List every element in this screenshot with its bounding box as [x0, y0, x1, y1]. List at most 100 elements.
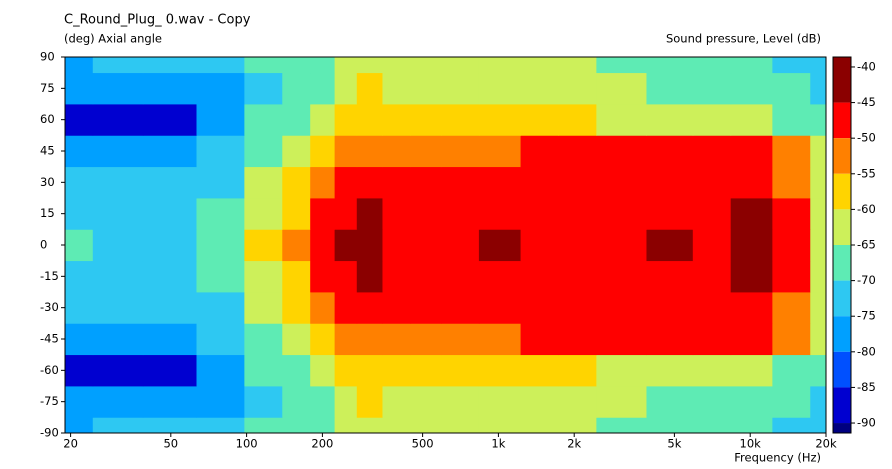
heat-cell: [382, 260, 411, 293]
heat-cell: [441, 57, 480, 74]
heat-cell: [142, 229, 197, 262]
heat-cell: [646, 323, 694, 356]
heat-cell: [596, 166, 647, 199]
heat-cell: [244, 104, 283, 136]
heat-cell: [520, 57, 559, 74]
heat-cell: [478, 229, 521, 262]
heat-cell: [410, 229, 442, 262]
y-tick-label: 0: [40, 238, 47, 252]
heat-cell: [441, 292, 480, 324]
heat-cell: [310, 386, 336, 418]
heat-cell: [730, 135, 773, 168]
heat-cell: [558, 323, 597, 356]
heat-cell: [310, 135, 336, 168]
x-tick-label: 2k: [567, 437, 581, 451]
heat-cell: [646, 72, 694, 105]
heat-cell: [596, 229, 647, 262]
colorbar-band: [833, 102, 851, 139]
heat-cell: [596, 135, 647, 168]
heat-cell: [772, 135, 811, 168]
heat-cell: [520, 417, 559, 434]
heat-cell: [92, 229, 144, 262]
y-tick-label: -45: [40, 332, 59, 346]
heat-cell: [730, 260, 773, 293]
heat-cell: [772, 354, 811, 387]
heat-cell: [310, 198, 336, 230]
heat-cell: [478, 417, 521, 434]
heat-cell: [244, 135, 283, 168]
heat-cell: [410, 386, 442, 418]
heat-cell: [646, 198, 694, 230]
heat-cell: [558, 72, 597, 105]
heat-cell: [520, 386, 559, 418]
colorbar-tick-label: -65: [857, 238, 876, 252]
heat-cell: [730, 323, 773, 356]
heat-cell: [196, 104, 245, 136]
heat-cell: [142, 198, 197, 230]
heat-cell: [334, 229, 358, 262]
heat-cell: [310, 57, 336, 74]
heat-cell: [772, 104, 811, 136]
heat-cell: [520, 166, 559, 199]
heat-cell: [244, 386, 283, 418]
heat-cell: [65, 104, 94, 136]
heat-cell: [558, 292, 597, 324]
heat-cell: [558, 166, 597, 199]
heat-cell: [282, 292, 311, 324]
y-tick-label: -15: [40, 269, 59, 283]
heat-cell: [558, 354, 597, 387]
y-tick-label: 45: [40, 144, 55, 158]
heat-cell: [646, 57, 694, 74]
heat-cell: [142, 323, 197, 356]
heat-cell: [196, 72, 245, 105]
heat-cell: [65, 198, 94, 230]
heat-cell: [382, 135, 411, 168]
y-tick-label: 60: [40, 112, 55, 126]
heat-cell: [478, 104, 521, 136]
heat-cell: [334, 166, 358, 199]
x-tick-label: 50: [163, 437, 178, 451]
heat-cell: [356, 198, 383, 230]
heat-cell: [65, 386, 94, 418]
heatmap: [65, 57, 827, 434]
heat-cell: [478, 198, 521, 230]
heat-cell: [692, 198, 732, 230]
heat-cell: [244, 323, 283, 356]
heat-cell: [142, 354, 197, 387]
heat-cell: [646, 166, 694, 199]
heat-cell: [441, 135, 480, 168]
heat-cell: [410, 323, 442, 356]
heat-cell: [282, 72, 311, 105]
colorbar-band: [833, 316, 851, 352]
x-tick-label: 20: [63, 437, 78, 451]
heat-cell: [244, 292, 283, 324]
heat-cell: [520, 198, 559, 230]
y-tick-label: 75: [40, 81, 55, 95]
heat-cell: [810, 135, 827, 168]
heat-cell: [142, 135, 197, 168]
heat-cell: [730, 72, 773, 105]
heat-cell: [244, 354, 283, 387]
heat-cell: [441, 323, 480, 356]
heat-cell: [558, 229, 597, 262]
heat-cell: [810, 260, 827, 293]
heat-cell: [558, 386, 597, 418]
heat-cell: [692, 72, 732, 105]
heat-cell: [730, 292, 773, 324]
heat-cell: [692, 57, 732, 74]
heat-cell: [282, 354, 311, 387]
heat-cell: [356, 354, 383, 387]
x-tick-label: 500: [412, 437, 434, 451]
heat-cell: [478, 72, 521, 105]
heat-cell: [558, 57, 597, 74]
heat-cell: [810, 198, 827, 230]
heat-cell: [646, 354, 694, 387]
colorbar-band: [833, 351, 851, 388]
heat-cell: [558, 198, 597, 230]
heat-cell: [730, 417, 773, 434]
heat-cell: [382, 417, 411, 434]
heat-cell: [196, 260, 245, 293]
heat-cell: [310, 354, 336, 387]
heat-cell: [92, 386, 144, 418]
heat-cell: [334, 260, 358, 293]
